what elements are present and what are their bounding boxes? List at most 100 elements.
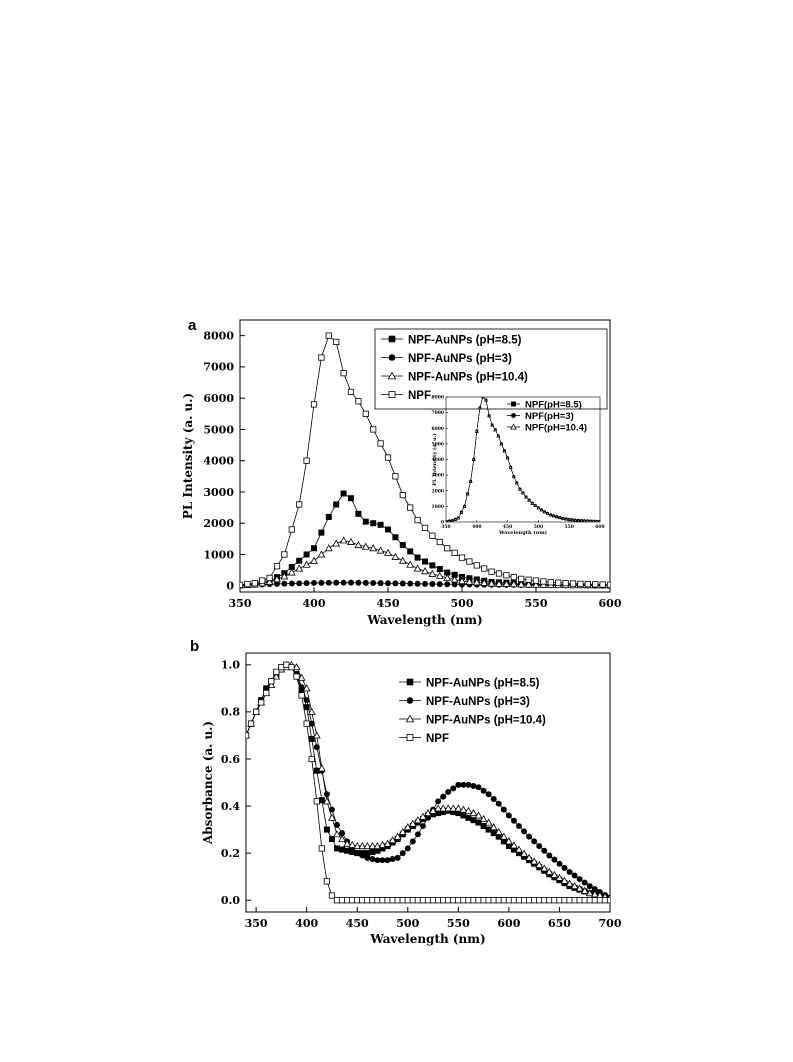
data-point-npf-aunps-ph-3-18	[334, 821, 340, 828]
y-tick-label-4000: 4000	[203, 455, 234, 468]
y-tick-label-2000: 2000	[431, 488, 444, 494]
data-point-npf-aunps-ph-8-5-26	[429, 562, 436, 569]
y-tick-label-8000: 8000	[431, 395, 444, 401]
data-point-npf-72	[606, 897, 610, 904]
data-point-npf-aunps-ph-10-4-45	[469, 809, 478, 817]
legend-entry-npf-aunps-ph-3: NPF-AuNPs (pH=3)	[381, 353, 512, 365]
data-point-npf-aunps-ph-10-4-34	[487, 579, 496, 587]
y-tick-label-6000: 6000	[431, 426, 444, 432]
legend-marker-npf-aunps-ph-3	[406, 697, 414, 704]
legend-marker-npf	[406, 734, 414, 741]
data-point-npf-44	[465, 897, 472, 904]
data-point-npf-aunps-ph-3-68	[586, 883, 593, 890]
plot-frame	[245, 652, 611, 913]
data-point-npf-20	[384, 454, 392, 461]
data-point-npf-39	[525, 576, 532, 583]
data-point-npf-aunps-ph-3-14	[340, 579, 347, 586]
data-point-npf-15	[318, 845, 325, 852]
data-point-npf-aunps-ph-3-61	[551, 856, 558, 863]
data-point-npf-aunps-ph-3-69	[591, 886, 598, 893]
data-point-npf-aunps-ph-10-4-56	[525, 853, 534, 861]
chart-a-inset: 350 400 450 500 550 6000100020003000400050006…	[431, 395, 605, 536]
data-point-npf-13	[308, 755, 315, 763]
data-point-npf-aunps-ph-3-9	[303, 580, 310, 587]
data-point-npf-aunps-ph-10-4-14	[339, 536, 348, 544]
data-point-npf-49	[599, 581, 606, 588]
data-point-npf-aunps-ph-10-4-21	[348, 840, 357, 848]
data-point-npf-aunps-ph-8-5-22	[399, 542, 406, 549]
data-point-npf-aunps-ph-10-4-49	[489, 823, 498, 831]
data-point-npf-aunps-ph-3-33	[409, 838, 416, 845]
data-point-npf-aunps-ph-10-4-44	[464, 806, 473, 814]
data-point-npf-38	[518, 575, 525, 582]
series-line-npf-ph-10-4	[446, 397, 600, 522]
data-point-npf-aunps-ph-3-59	[541, 847, 548, 854]
data-point-npf-aunps-ph-8-5-20	[384, 526, 391, 533]
data-point-npf-aunps-ph-3-39	[440, 793, 447, 800]
data-point-npf-6	[281, 551, 288, 558]
data-point-npf-aunps-ph-10-4-40	[532, 580, 540, 588]
data-point-npf-47	[584, 581, 591, 588]
legend-label-npf-aunps-ph-8-5: NPF-AuNPs (pH=8.5)	[426, 677, 540, 689]
x-axis-title: Wavelength (nm)	[369, 932, 485, 946]
data-point-npf-38	[435, 897, 442, 904]
data-point-npf-aunps-ph-3-13	[333, 579, 340, 586]
y-tick-label-1: 1.0	[221, 659, 240, 672]
data-point-npf-aunps-ph-3-24	[364, 854, 371, 861]
data-point-npf-66	[576, 897, 583, 904]
data-point-npf-aunps-ph-3-48	[485, 791, 492, 798]
legend-marker-npf-ph-8-5	[510, 401, 516, 407]
data-point-npf-35	[419, 897, 427, 904]
data-point-npf-24	[414, 516, 421, 524]
data-point-npf-aunps-ph-10-4-36	[424, 809, 432, 817]
data-point-npf-aunps-ph-3-20	[385, 580, 391, 587]
data-point-npf-aunps-ph-8-5-13	[333, 501, 340, 508]
y-tick-label-1000: 1000	[431, 504, 444, 510]
legend-marker-npf-aunps-ph-8-5	[388, 335, 396, 343]
data-point-npf-aunps-ph-10-4-64	[565, 879, 574, 887]
data-point-npf-29	[389, 897, 396, 904]
legend-entry-npf: NPF	[381, 390, 431, 402]
data-point-npf-aunps-ph-10-4-51	[499, 832, 508, 840]
data-point-npf-aunps-ph-3-49	[490, 796, 497, 802]
data-point-npf-ph-10-4-38	[561, 516, 566, 521]
data-point-npf-60	[546, 897, 553, 904]
y-tick-label-0: 0	[441, 520, 444, 526]
data-point-npf-aunps-ph-10-4-58	[535, 860, 544, 868]
data-point-npf-ph-10-4-28	[530, 501, 535, 505]
data-point-npf-aunps-ph-10-4-9	[302, 560, 311, 568]
data-point-npf-aunps-ph-3-50	[495, 800, 502, 807]
data-point-npf-aunps-ph-3-34	[414, 831, 421, 838]
data-point-npf-ph-10-4-36	[554, 514, 559, 519]
data-point-npf-aunps-ph-10-4-19	[376, 546, 385, 554]
data-point-npf-52	[505, 897, 512, 904]
data-point-npf-16	[355, 398, 362, 405]
data-point-npf-aunps-ph-10-4-31	[398, 827, 407, 835]
y-tick-label-5000: 5000	[203, 423, 234, 436]
data-point-npf-16	[323, 878, 330, 885]
data-point-npf-aunps-ph-3-19	[377, 580, 384, 587]
data-point-npf-13	[333, 338, 340, 345]
legend-entry-npf-aunps-ph-10-4: NPF-AuNPs (pH=10.4)	[381, 371, 528, 383]
data-point-npf-aunps-ph-10-4-67	[580, 886, 589, 894]
data-point-npf-28	[384, 897, 391, 904]
data-point-npf-aunps-ph-3-30	[394, 854, 401, 861]
data-point-npf-ph-10-4-41	[570, 517, 575, 522]
data-point-npf-aunps-ph-10-4-27	[435, 571, 444, 579]
data-point-npf-aunps-ph-3-27	[379, 857, 386, 864]
data-point-npf-9	[303, 457, 310, 464]
data-point-npf-aunps-ph-8-5-20	[344, 847, 351, 854]
data-point-npf-10	[310, 401, 318, 408]
data-point-npf-ph-10-4-8	[468, 479, 473, 483]
legend-label-npf-aunps-ph-10-4: NPF-AuNPs (pH=10.4)	[408, 371, 528, 383]
legend-marker-npf-ph-3	[511, 413, 516, 418]
x-axis-title: Wavelength (nm)	[366, 613, 482, 627]
x-tick-label-500: 500	[396, 917, 419, 930]
x-tick-label-500: 500	[451, 597, 474, 610]
data-point-npf-aunps-ph-3-46	[475, 784, 482, 791]
data-point-npf-42	[547, 579, 554, 586]
data-point-npf-ph-10-4-34	[548, 512, 553, 517]
data-point-npf-aunps-ph-10-4-38	[517, 580, 526, 588]
data-point-npf-54	[515, 897, 523, 904]
data-point-npf-aunps-ph-10-4-32	[472, 578, 481, 586]
